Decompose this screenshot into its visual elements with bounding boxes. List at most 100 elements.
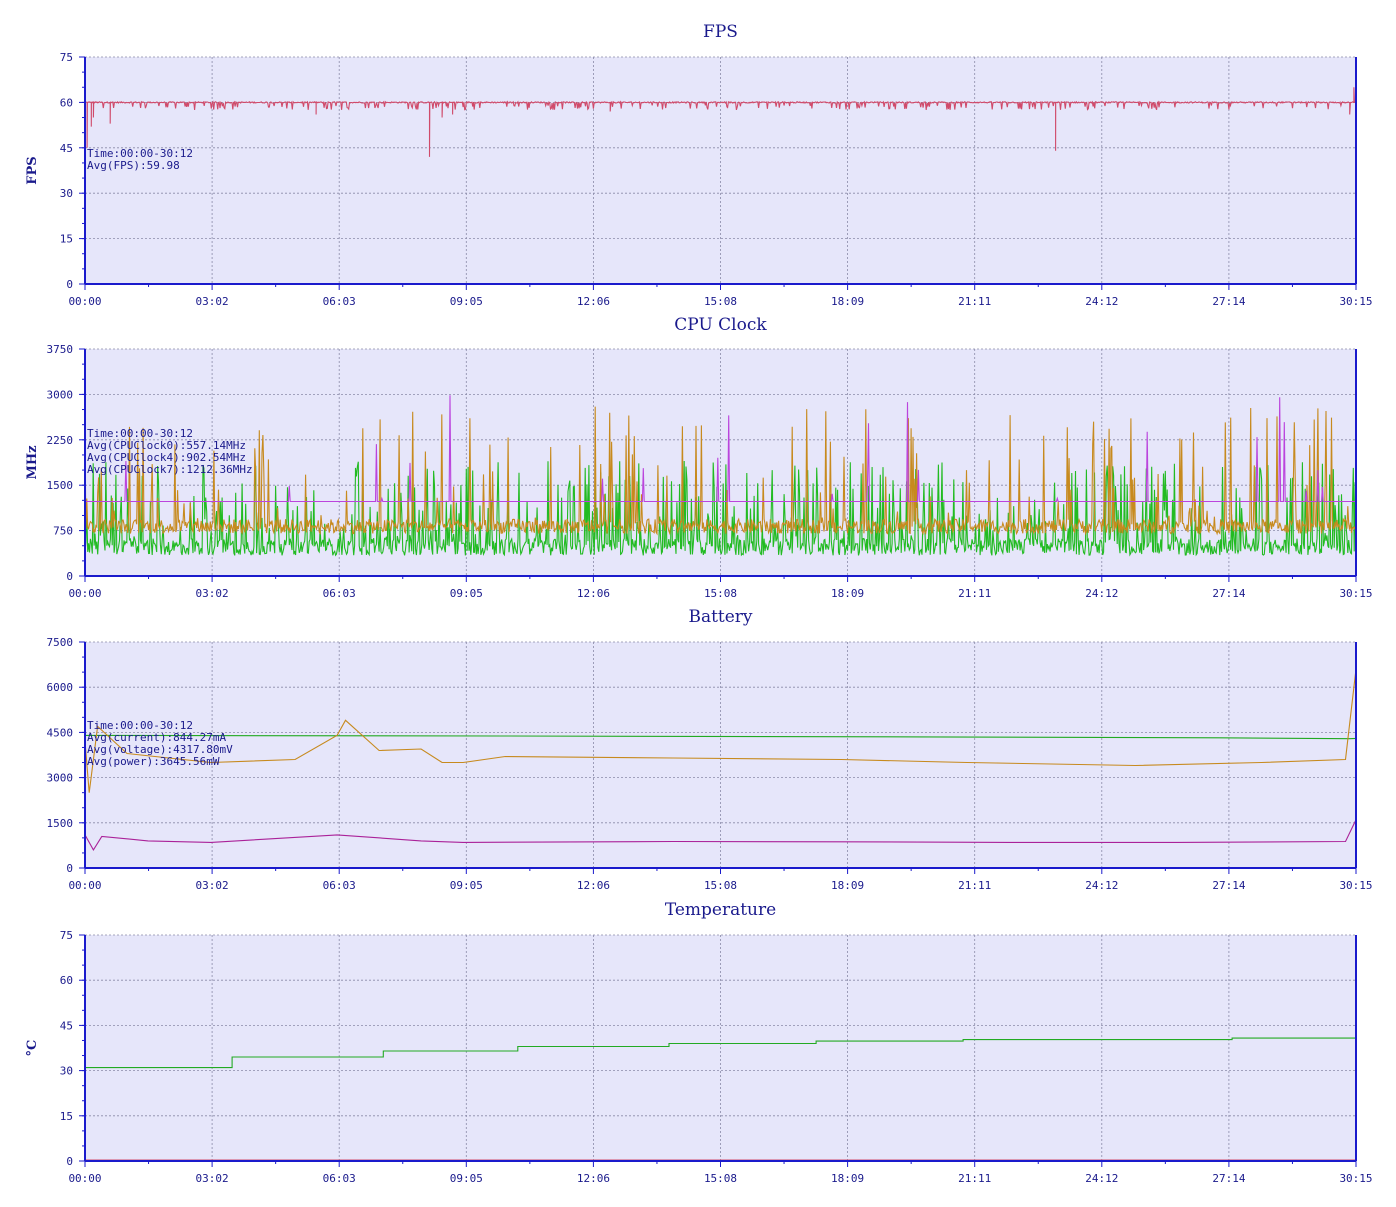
x-tick-label: 27:14 [1212,1172,1245,1185]
x-tick-label: 24:12 [1085,295,1118,308]
y-tick-label: 0 [66,570,73,583]
y-tick-label: 60 [60,974,73,987]
y-tick-label: 1500 [47,479,74,492]
summary-annotation: Avg(CPUClock4):902.54MHz [87,451,246,464]
x-tick-label: 06:03 [323,879,356,892]
series-line-0 [85,1037,1356,1069]
y-tick-label: 75 [60,929,73,942]
summary-annotation: Avg(current):844.27mA [87,731,226,744]
x-tick-label: 12:06 [577,295,610,308]
x-tick-label: 24:12 [1085,1172,1118,1185]
x-tick-label: 03:02 [196,295,229,308]
x-tick-label: 03:02 [196,879,229,892]
chart-title: Battery [688,607,752,627]
x-tick-label: 03:02 [196,1172,229,1185]
x-tick-label: 24:12 [1085,879,1118,892]
x-tick-label: 27:14 [1212,295,1245,308]
y-tick-label: 30 [60,187,73,200]
x-tick-label: 12:06 [577,879,610,892]
x-tick-label: 18:09 [831,295,864,308]
summary-annotation: Avg(voltage):4317.80mV [87,743,233,756]
x-tick-label: 03:02 [196,587,229,600]
y-tick-label: 6000 [47,681,74,694]
y-tick-label: 45 [60,142,73,155]
y-tick-label: 2250 [47,434,74,447]
x-tick-label: 09:05 [450,879,483,892]
x-tick-label: 15:08 [704,879,737,892]
y-tick-label: 60 [60,96,73,109]
y-tick-label: 45 [60,1019,73,1032]
x-tick-label: 06:03 [323,295,356,308]
chart-title: FPS [703,22,738,42]
x-tick-label: 18:09 [831,587,864,600]
x-tick-label: 30:15 [1339,1172,1372,1185]
x-tick-label: 27:14 [1212,879,1245,892]
x-tick-label: 00:00 [68,587,101,600]
y-tick-label: 3750 [47,343,74,356]
summary-annotation: Time:00:00-30:12 [87,147,193,160]
y-tick-label: 3000 [47,772,74,785]
y-tick-label: 0 [66,278,73,291]
x-tick-label: 00:00 [68,1172,101,1185]
series-line-2 [85,395,1356,503]
x-tick-label: 15:08 [704,1172,737,1185]
x-tick-label: 09:05 [450,587,483,600]
x-tick-label: 09:05 [450,1172,483,1185]
x-tick-label: 30:15 [1339,587,1372,600]
x-tick-label: 21:11 [958,879,991,892]
x-tick-label: 21:11 [958,587,991,600]
chart-title: CPU Clock [674,315,767,335]
summary-annotation: Avg(FPS):59.98 [87,159,180,172]
fps-chart: FPS 0 15 30 45 60 75 00:00 03:02 06:03 09:05 12:06 1… [25,22,1373,308]
temp-chart: Temperature 0 15 30 45 60 75 00:00 03:02 06:03 09:… [25,900,1373,1185]
x-tick-label: 18:09 [831,879,864,892]
series-line-1 [85,669,1357,793]
x-tick-label: 27:14 [1212,587,1245,600]
x-tick-label: 15:08 [704,587,737,600]
x-tick-label: 12:06 [577,587,610,600]
y-tick-label: 7500 [47,636,74,649]
series-line-2 [85,819,1357,851]
x-tick-label: 21:11 [958,1172,991,1185]
x-tick-label: 21:11 [958,295,991,308]
y-axis-label: FPS [25,156,40,184]
x-tick-label: 06:03 [323,1172,356,1185]
y-tick-label: 750 [53,525,73,538]
y-axis-label: MHz [25,445,40,479]
series-group [85,87,1357,157]
summary-annotation: Avg(CPUClock0):557.14MHz [87,439,246,452]
summary-annotation: Avg(power):3645.56mW [87,755,220,768]
x-tick-label: 18:09 [831,1172,864,1185]
y-tick-label: 0 [66,862,73,875]
x-tick-label: 09:05 [450,295,483,308]
x-tick-label: 24:12 [1085,587,1118,600]
y-tick-label: 15 [60,233,73,246]
y-tick-label: 3000 [47,388,74,401]
x-tick-label: 15:08 [704,295,737,308]
y-tick-label: 0 [66,1155,73,1168]
x-tick-label: 12:06 [577,1172,610,1185]
battery-chart: Battery 0 1500 3000 4500 6000 7500 00:00 03:02 06… [47,607,1373,892]
x-tick-label: 06:03 [323,587,356,600]
x-tick-label: 00:00 [68,879,101,892]
y-tick-label: 30 [60,1065,73,1078]
series-line-0 [85,87,1357,157]
x-tick-label: 00:00 [68,295,101,308]
x-tick-label: 30:15 [1339,295,1372,308]
y-tick-label: 4500 [47,726,74,739]
cpu-chart: CPU Clock 0 750 1500 2250 3000 3750 00:00 03:02 0… [25,315,1373,600]
series-group [85,669,1357,851]
y-axis-label: °C [25,1040,40,1057]
series-group [85,395,1357,557]
y-tick-label: 75 [60,51,73,64]
y-tick-label: 15 [60,1110,73,1123]
summary-annotation: Avg(CPUClock7):1212.36MHz [87,463,253,476]
chart-title: Temperature [665,900,776,920]
series-line-1 [85,406,1357,536]
series-line-0 [85,734,1357,740]
x-tick-label: 30:15 [1339,879,1372,892]
y-tick-label: 1500 [47,817,74,830]
summary-annotation: Time:00:00-30:12 [87,719,193,732]
summary-annotation: Time:00:00-30:12 [87,427,193,440]
